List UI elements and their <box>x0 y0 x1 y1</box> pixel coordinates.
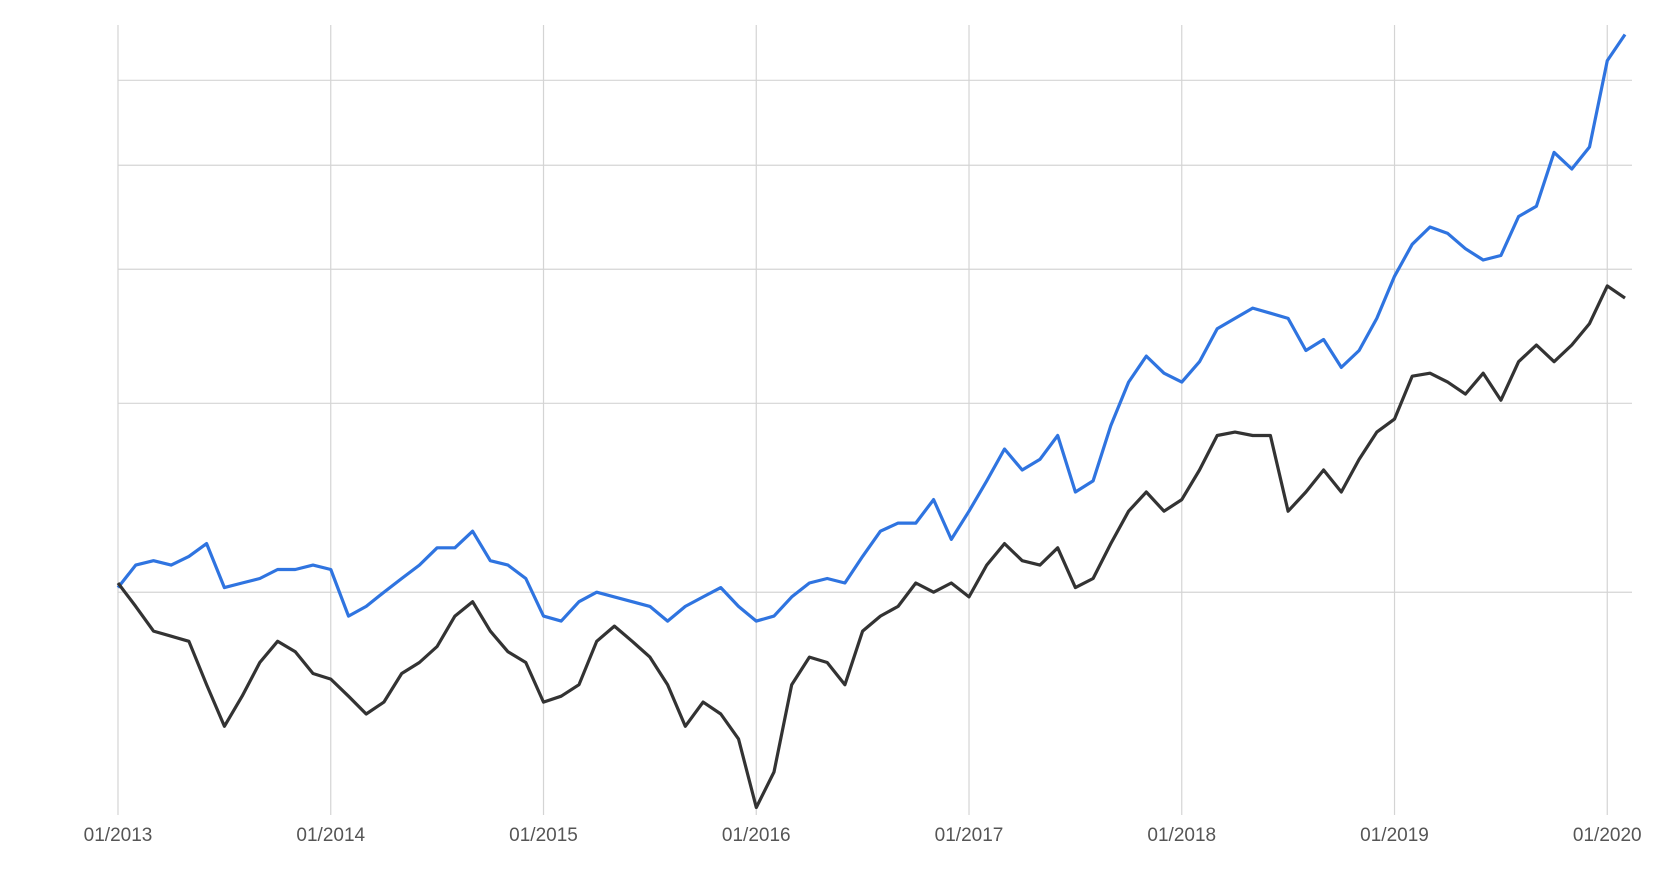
x-tick-label: 01/2016 <box>722 825 791 846</box>
x-tick-label: 01/2018 <box>1147 825 1216 846</box>
x-tick-label: 01/2015 <box>509 825 578 846</box>
x-tick-label: 01/2013 <box>84 825 153 846</box>
series-line <box>116 33 1627 623</box>
series-line <box>116 284 1626 810</box>
x-tick-label: 01/2019 <box>1360 825 1429 846</box>
x-tick-label: 01/2014 <box>296 825 365 846</box>
x-tick-label: 01/2020 <box>1573 825 1642 846</box>
x-tick-label: 01/2017 <box>935 825 1004 846</box>
